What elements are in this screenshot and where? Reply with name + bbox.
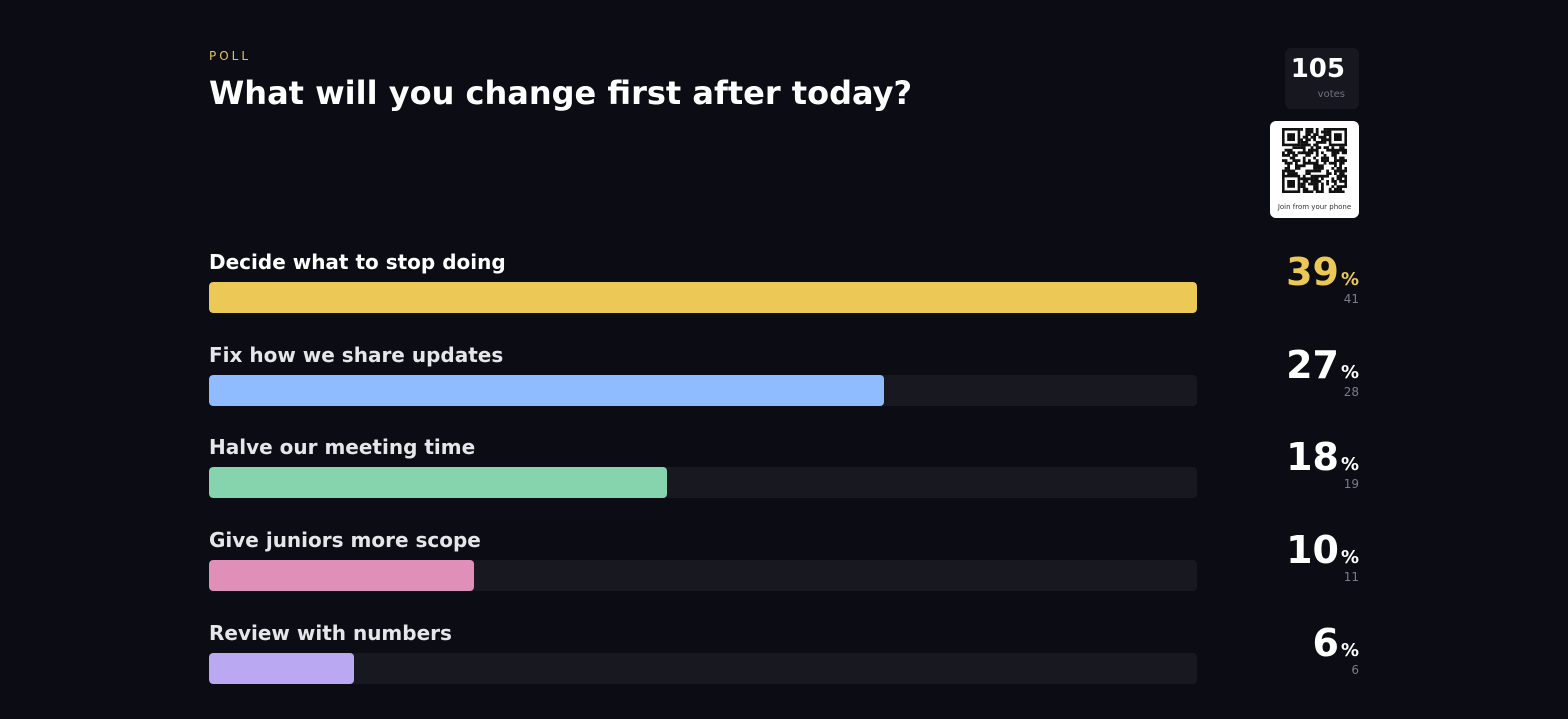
percent-label: 10% [1286, 528, 1359, 572]
vote-count: 6 [1351, 663, 1359, 677]
votes-count: 105 [1290, 54, 1345, 84]
poll-option: Give juniors more scope 10% 11 [209, 528, 1359, 608]
percent-sign: % [1340, 454, 1359, 475]
bar-track [209, 375, 1197, 406]
option-label: Give juniors more scope [209, 528, 481, 552]
vote-count: 11 [1343, 570, 1359, 584]
bar-fill [209, 282, 1197, 313]
percent-value: 6 [1312, 621, 1339, 665]
poll-option: Halve our meeting time 18% 19 [209, 435, 1359, 515]
vote-count: 28 [1343, 385, 1359, 399]
percent-label: 27% [1286, 343, 1359, 387]
bar-track [209, 467, 1197, 498]
votes-card: 105 votes [1285, 48, 1359, 109]
poll-question: What will you change first after today? [209, 74, 912, 112]
option-label: Review with numbers [209, 621, 452, 645]
percent-value: 10 [1286, 528, 1339, 572]
vote-count: 41 [1343, 292, 1359, 306]
bar-track [209, 282, 1197, 313]
percent-value: 39 [1286, 250, 1339, 294]
bar-track [209, 653, 1197, 684]
option-label: Halve our meeting time [209, 435, 476, 459]
bar-fill [209, 653, 354, 684]
percent-label: 39% [1286, 250, 1359, 294]
qr-code-icon [1282, 128, 1347, 193]
poll-option: Fix how we share updates 27% 28 [209, 343, 1359, 423]
bar-fill [209, 467, 667, 498]
bar-track [209, 560, 1197, 591]
percent-value: 27 [1286, 343, 1339, 387]
percent-value: 18 [1286, 435, 1339, 479]
percent-label: 18% [1286, 435, 1359, 479]
bar-fill [209, 375, 884, 406]
percent-sign: % [1340, 547, 1359, 568]
votes-label: votes [1317, 89, 1345, 100]
bar-fill [209, 560, 474, 591]
qr-caption: Join from your phone [1277, 203, 1352, 211]
vote-count: 19 [1343, 477, 1359, 491]
poll-option: Review with numbers 6% 6 [209, 621, 1359, 701]
option-label: Fix how we share updates [209, 343, 504, 367]
percent-sign: % [1340, 269, 1359, 290]
poll-eyebrow: POLL [209, 49, 252, 63]
poll-option: Decide what to stop doing 39% 41 [209, 250, 1359, 330]
qr-card[interactable]: Join from your phone [1270, 121, 1359, 218]
option-label: Decide what to stop doing [209, 250, 506, 274]
percent-label: 6% [1313, 621, 1360, 665]
percent-sign: % [1340, 362, 1359, 383]
percent-sign: % [1340, 640, 1359, 661]
